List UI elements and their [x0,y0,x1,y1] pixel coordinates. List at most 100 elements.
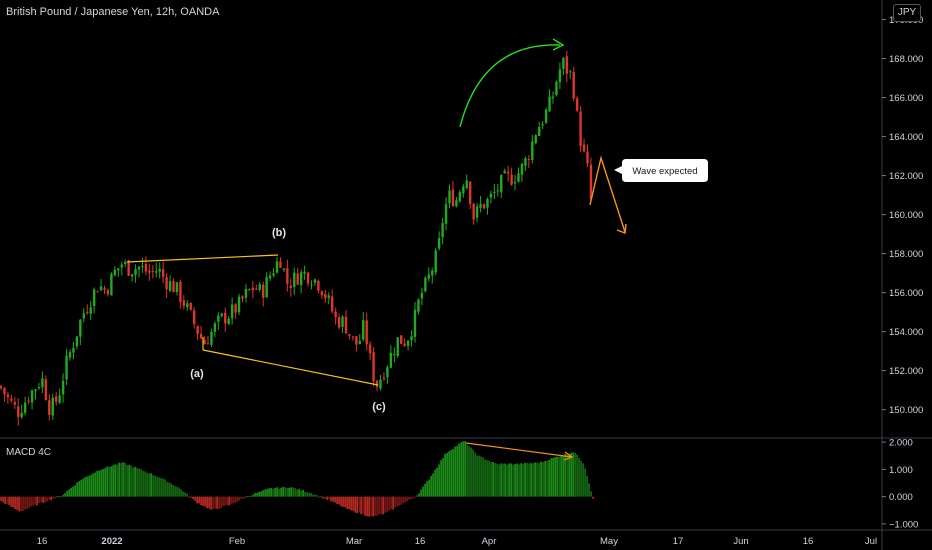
candle-body [341,316,344,327]
candle-body [534,135,537,143]
candle-body [206,343,210,345]
macd-bar [278,488,280,497]
candle-body [303,271,306,274]
candle-body [403,343,406,346]
macd-bar [402,496,404,504]
macd-bar [340,496,342,507]
candle-body [48,400,51,415]
price-tick-label: 154.000 [889,327,923,338]
trendline-upper[interactable] [126,254,279,263]
candle-body [51,397,54,416]
macd-bar [376,496,378,516]
candle-body [486,198,489,208]
candle-body [334,311,337,318]
candle-body [199,333,203,339]
candle-body [124,261,127,264]
macd-bar [366,496,368,517]
candle-body [113,269,117,276]
macd-bar [178,487,180,497]
macd-bar [160,478,162,497]
macd-bar [148,473,150,497]
macd-bar [132,467,134,497]
macd-bar [210,496,212,510]
candle-body [569,71,572,73]
macd-bar [334,496,336,503]
macd-bar [354,496,356,513]
macd-bar [432,473,434,497]
macd-bar [326,496,328,500]
trendline-lower[interactable] [202,349,379,386]
candle-body [434,250,437,273]
candle-body [441,222,444,238]
candle-body [244,288,248,298]
candle-body [23,402,27,413]
time-tick-label: Jul [865,536,877,547]
macd-bar [110,466,112,497]
candle-body [469,181,472,204]
macd-bar [84,477,86,497]
macd-bar [174,486,176,497]
macd-bar [260,491,262,497]
macd-bar [396,496,398,507]
macd-bar [136,467,138,497]
callout-wave-expected[interactable]: Wave expected [614,159,708,182]
macd-bar [416,495,418,497]
macd-bar [456,445,458,497]
macd-bar [300,490,302,497]
macd-bar [240,496,242,499]
macd-bar [154,475,156,497]
candle-body [431,270,434,276]
candle-body [417,299,420,312]
macd-bar [520,463,522,497]
candle-body [65,355,68,380]
candle-body [582,144,586,152]
candle-body [462,186,465,194]
candle-body [493,191,496,193]
macd-bar [116,464,118,497]
macd-bar [76,482,78,497]
time-tick-label: Apr [482,536,497,547]
candle-body [175,282,179,292]
macd-bar [552,457,554,497]
candle-body [251,287,255,291]
macd-bar [316,495,318,497]
candle-body [413,309,417,337]
macd-bar [258,491,260,497]
macd-bar [224,496,226,506]
macd-bar [446,452,448,497]
macd-bar [284,487,286,497]
macd-bar [332,496,334,502]
macd-bar [20,496,22,512]
orange-zigzag-arrow[interactable] [589,155,626,233]
macd-bar [190,496,192,498]
macd-bar [234,496,236,503]
green-curved-arrow[interactable] [459,44,561,128]
macd-bar [206,496,208,509]
macd-bar [102,468,104,497]
macd-bar [52,496,54,499]
macd-bar [88,475,90,497]
macd-bar [582,463,584,497]
macd-bar [150,473,152,497]
macd-bar [414,496,416,498]
macd-bar [226,496,228,506]
macd-bar [422,486,424,497]
currency-badge[interactable]: JPY [893,4,921,22]
macd-bar [408,496,410,500]
candle-body [134,269,137,275]
macd-bar [442,458,444,497]
macd-bar [586,475,588,497]
candle-body [472,203,475,220]
candle-body [227,318,230,324]
candle-body [348,334,351,336]
candle-body [331,296,334,312]
macd-divergence-line[interactable] [465,442,573,458]
candle-body [186,303,189,308]
macd-bar [6,496,8,505]
macd-bar [470,447,472,497]
macd-bar [40,496,42,503]
macd-bar [346,496,348,509]
time-tick-label: 2022 [101,536,122,547]
macd-bar [176,486,178,497]
